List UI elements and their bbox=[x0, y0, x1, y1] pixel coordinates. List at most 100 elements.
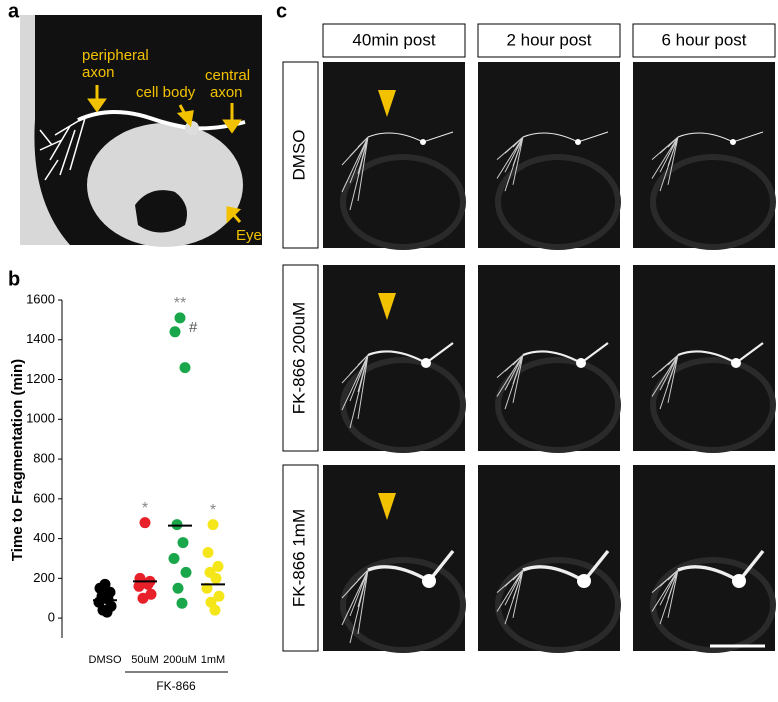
eye-outline bbox=[495, 557, 621, 653]
panel-label: a bbox=[8, 0, 20, 22]
eye-outline bbox=[495, 154, 621, 250]
column-header: 2 hour post bbox=[506, 30, 591, 49]
micrograph bbox=[633, 465, 776, 653]
y-tick-label: 1600 bbox=[26, 291, 55, 306]
eye-outline bbox=[650, 557, 776, 653]
row-header-box bbox=[282, 464, 319, 652]
row-header: FK-866 1mM bbox=[289, 509, 308, 607]
micrograph bbox=[323, 62, 466, 250]
y-tick-label: 1400 bbox=[26, 331, 55, 346]
dendrites bbox=[341, 354, 369, 429]
eye-outline bbox=[650, 154, 776, 250]
y-tick-label: 600 bbox=[33, 490, 55, 505]
eye-outline bbox=[340, 557, 466, 653]
image-grid: 40min post 2 hour post 6 hour post DMSO FK-8… bbox=[282, 23, 776, 653]
dendrites bbox=[496, 136, 524, 192]
axon bbox=[77, 109, 246, 131]
data-point bbox=[179, 362, 191, 374]
y-tick-label: 400 bbox=[33, 530, 55, 545]
cell-body bbox=[732, 574, 746, 588]
data-point bbox=[176, 597, 188, 609]
data-point bbox=[207, 519, 219, 531]
plot: 02004006008001000120014001600DMSO*50uM**… bbox=[26, 291, 228, 693]
significance: * bbox=[142, 500, 148, 517]
data-point bbox=[209, 604, 221, 616]
column-header-box bbox=[322, 23, 466, 58]
significance: # bbox=[189, 319, 198, 336]
y-tick-label: 1200 bbox=[26, 371, 55, 386]
data-point bbox=[139, 517, 151, 529]
annotation: axon bbox=[210, 84, 243, 101]
panel-label: b bbox=[8, 268, 20, 290]
data-point bbox=[137, 592, 149, 604]
eye-outline bbox=[495, 357, 621, 453]
data-point bbox=[172, 582, 184, 594]
column-header-box bbox=[477, 23, 621, 58]
significance: ** bbox=[174, 295, 186, 312]
cell-body bbox=[422, 574, 436, 588]
x-tick-label: 200uM bbox=[163, 654, 197, 666]
arrowhead bbox=[378, 293, 396, 320]
data-point bbox=[174, 312, 186, 324]
dendrites bbox=[341, 569, 369, 644]
dendrites bbox=[496, 354, 524, 410]
micrograph bbox=[323, 265, 466, 453]
schematic: peripheral axon cell body central axon E… bbox=[20, 15, 262, 247]
row-header: DMSO bbox=[289, 130, 308, 181]
micrograph bbox=[478, 465, 621, 653]
micrograph bbox=[478, 265, 621, 453]
micrograph bbox=[478, 62, 621, 250]
x-tick-label: 1mM bbox=[201, 654, 225, 666]
annotation: peripheral bbox=[82, 47, 149, 64]
eye-shape bbox=[87, 123, 243, 247]
arrowhead bbox=[378, 493, 396, 520]
x-tick-label: 50uM bbox=[131, 654, 159, 666]
cell-body bbox=[421, 358, 431, 368]
cell-body bbox=[420, 139, 426, 145]
y-tick-label: 1000 bbox=[26, 411, 55, 426]
y-tick-label: 800 bbox=[33, 450, 55, 465]
column-header: 40min post bbox=[352, 30, 435, 49]
data-point bbox=[168, 552, 180, 564]
annotation: axon bbox=[82, 64, 115, 81]
dendrites bbox=[651, 136, 679, 192]
cell-body bbox=[730, 139, 736, 145]
dendrites bbox=[341, 136, 369, 211]
data-point bbox=[133, 580, 145, 592]
data-point bbox=[210, 572, 222, 584]
data-point bbox=[101, 606, 113, 618]
lens bbox=[135, 190, 188, 233]
dendrites bbox=[651, 569, 679, 625]
dendrites bbox=[496, 569, 524, 625]
panel-label: c bbox=[276, 0, 287, 22]
micrograph bbox=[323, 465, 466, 653]
micrograph bbox=[633, 265, 776, 453]
cell-body bbox=[575, 139, 581, 145]
data-point bbox=[212, 560, 224, 572]
dendrites bbox=[651, 354, 679, 410]
annotation: central bbox=[205, 67, 250, 84]
y-axis-label: Time to Fragmentation (min) bbox=[9, 359, 26, 561]
data-point bbox=[213, 590, 225, 602]
y-tick-label: 0 bbox=[48, 610, 55, 625]
data-point bbox=[202, 547, 214, 559]
data-point bbox=[169, 326, 181, 338]
cell-body bbox=[731, 358, 741, 368]
column-header-box bbox=[632, 23, 776, 58]
row-header-box bbox=[282, 264, 319, 452]
data-point bbox=[201, 582, 213, 594]
x-tick-label: DMSO bbox=[89, 654, 122, 666]
arrows bbox=[87, 85, 242, 224]
dendrites bbox=[39, 117, 86, 181]
cell-body bbox=[577, 574, 591, 588]
column-header: 6 hour post bbox=[661, 30, 746, 49]
data-point bbox=[180, 566, 192, 578]
eye-outline bbox=[650, 357, 776, 453]
row-header-box bbox=[282, 61, 319, 249]
annotation: Eye bbox=[236, 227, 262, 244]
eye-outline bbox=[340, 357, 466, 453]
row-header: FK-866 200uM bbox=[289, 302, 308, 414]
arrowhead bbox=[378, 90, 396, 117]
eye-outline bbox=[340, 154, 466, 250]
